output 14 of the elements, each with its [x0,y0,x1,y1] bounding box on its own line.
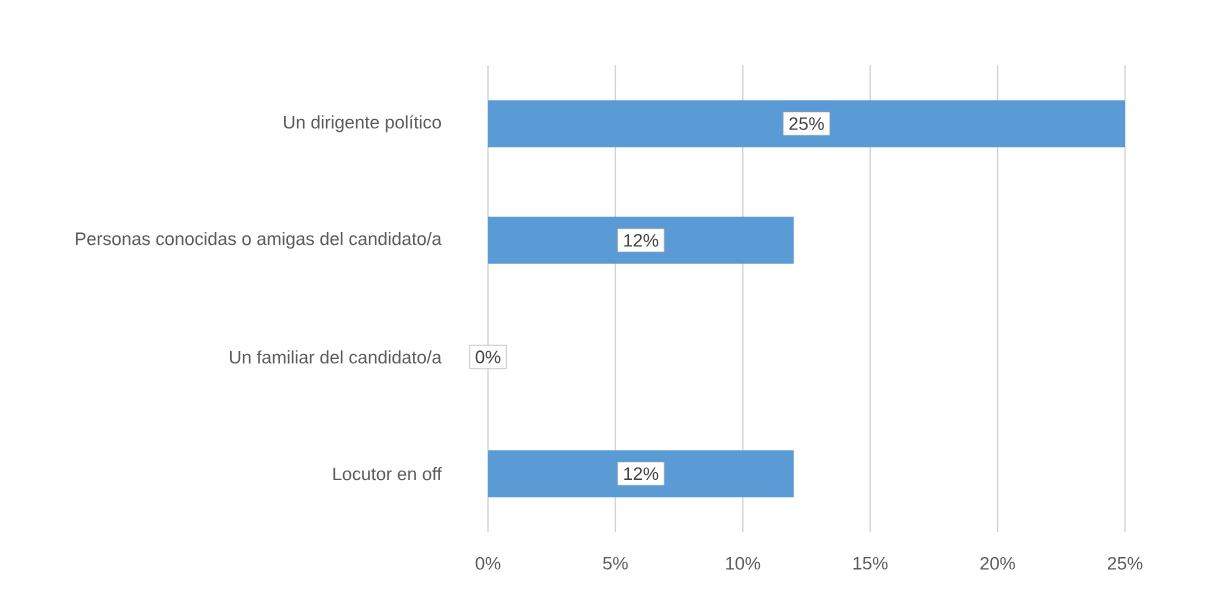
x-tick-label: 10% [726,556,761,570]
x-tick-label: 0% [475,556,501,570]
y-tick-label: Un familiar del candidato/a [230,350,442,364]
data-label: 0% [475,350,501,364]
data-label: 25% [789,117,824,130]
data-label: 12% [624,233,659,247]
x-tick-label: 15% [853,556,888,570]
y-tick-label: Personas conocidas o amigas del candidato/a [75,231,442,249]
x-tick-label: 5% [603,556,628,570]
x-tick-label: 20% [980,556,1015,570]
y-tick-label: Un dirigente político [284,115,441,133]
y-tick-label: Locutor en off [333,467,442,481]
x-tick-label: 25% [1107,556,1143,570]
data-label: 12% [624,467,659,480]
